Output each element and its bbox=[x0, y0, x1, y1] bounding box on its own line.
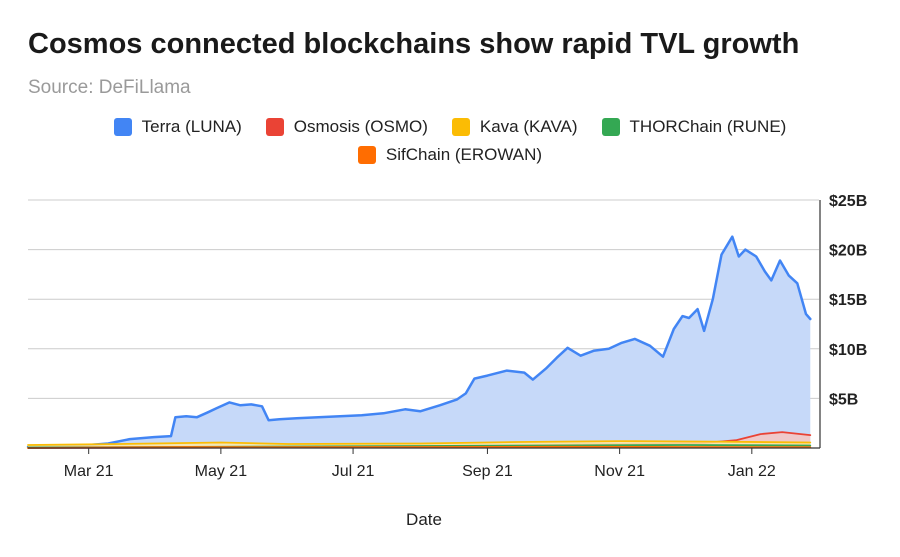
legend-label: Terra (LUNA) bbox=[141, 117, 242, 136]
chart-title: Cosmos connected blockchains show rapid … bbox=[28, 28, 800, 60]
series-line bbox=[27, 440, 812, 446]
legend-item: Kava (KAVA) bbox=[451, 117, 578, 137]
legend-swatch bbox=[265, 118, 284, 136]
legend-swatch bbox=[601, 118, 620, 136]
legend-item: THORChain (RUNE) bbox=[601, 117, 787, 137]
legend-label: THORChain (RUNE) bbox=[629, 117, 787, 136]
x-axis-title: Date bbox=[406, 510, 442, 529]
x-tick-label: Mar 21 bbox=[64, 463, 114, 480]
x-tick-label: May 21 bbox=[195, 463, 248, 480]
legend-item: SifChain (EROWAN) bbox=[357, 145, 543, 165]
x-tick-label: Nov 21 bbox=[594, 463, 645, 480]
y-tick-label: $15B bbox=[829, 292, 867, 309]
legend-swatch bbox=[357, 146, 376, 164]
y-tick-label: $5B bbox=[829, 391, 858, 408]
y-tick-label: $25B bbox=[829, 193, 867, 210]
legend-label: SifChain (EROWAN) bbox=[385, 145, 543, 164]
legend-swatch bbox=[451, 118, 470, 136]
legend-label: Kava (KAVA) bbox=[479, 117, 578, 136]
legend-item: Terra (LUNA) bbox=[113, 117, 242, 137]
x-tick-label: Jan 22 bbox=[728, 463, 776, 480]
x-tick-label: Sep 21 bbox=[462, 463, 513, 480]
legend-swatch bbox=[113, 118, 132, 136]
series-line bbox=[26, 235, 812, 449]
legend-item: Osmosis (OSMO) bbox=[265, 117, 428, 137]
chart-subtitle: Source: DeFiLlama bbox=[28, 77, 191, 98]
x-tick-label: Jul 21 bbox=[332, 463, 375, 480]
y-tick-label: $20B bbox=[829, 243, 867, 260]
chart-legend: Terra (LUNA) Osmosis (OSMO) Kava (KAVA) THO… bbox=[0, 117, 900, 165]
legend-label: Osmosis (OSMO) bbox=[293, 117, 428, 136]
series-area bbox=[28, 236, 811, 448]
y-tick-label: $10B bbox=[829, 342, 867, 359]
